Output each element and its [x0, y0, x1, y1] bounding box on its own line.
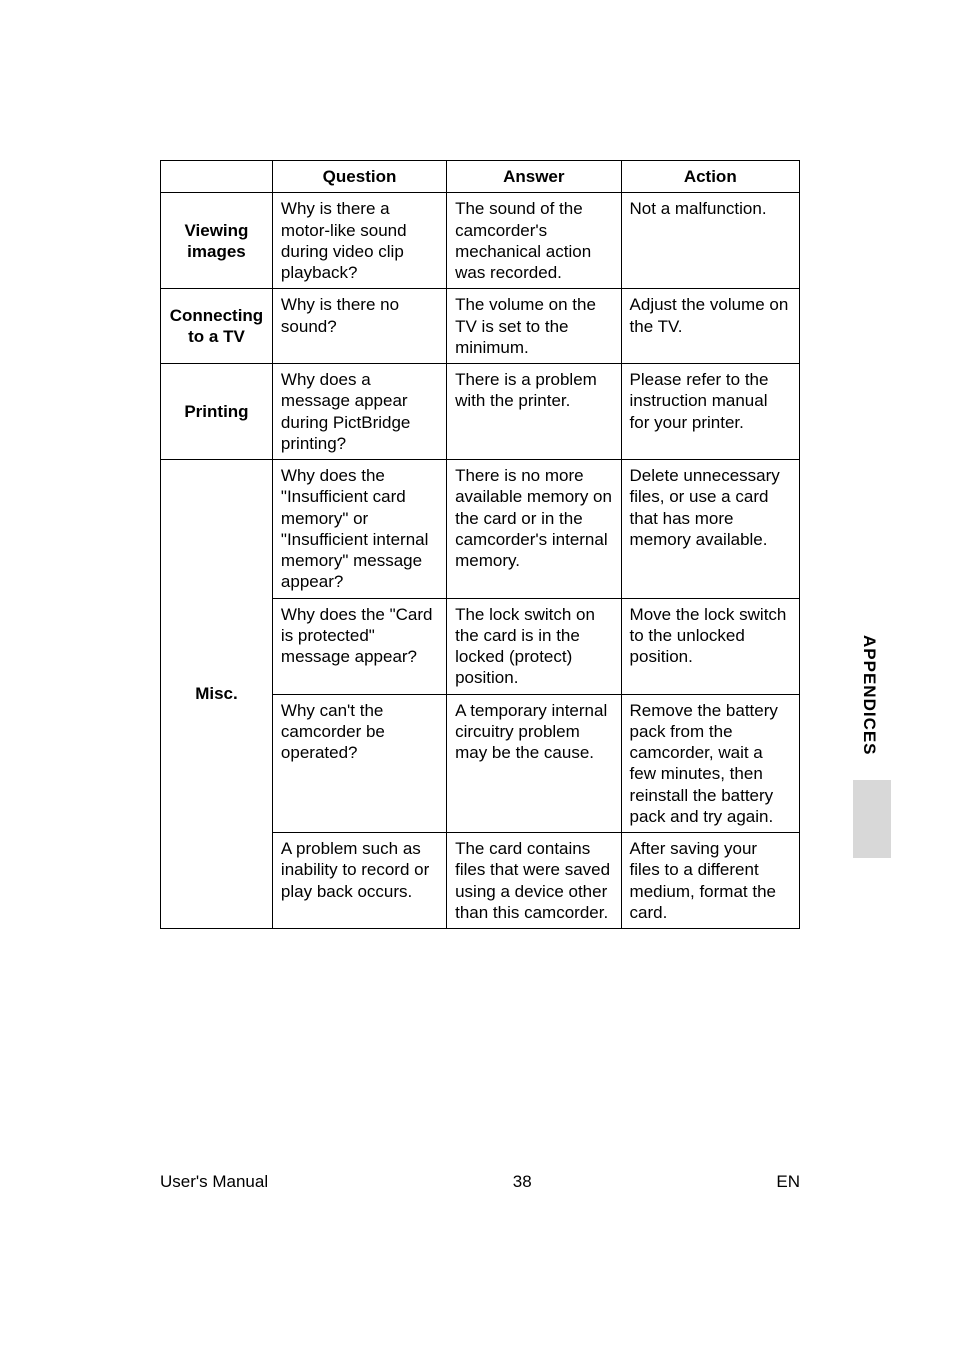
cell-question: Why does the "Insufficient card memory" … [272, 460, 446, 599]
table-row: Misc. Why does the "Insufficient card me… [161, 460, 800, 599]
header-action: Action [621, 161, 799, 193]
cell-action: Please refer to the instruction manual f… [621, 364, 799, 460]
header-question: Question [272, 161, 446, 193]
cell-action: After saving your files to a different m… [621, 833, 799, 929]
table-row: Connecting to a TV Why is there no sound… [161, 289, 800, 364]
footer-language: EN [776, 1172, 800, 1192]
sidebar-section-label: APPENDICES [859, 635, 879, 756]
cell-question: Why is there no sound? [272, 289, 446, 364]
cell-answer: The sound of the camcorder's mechanical … [447, 193, 621, 289]
section-connecting-tv: Connecting to a TV [161, 289, 273, 364]
section-viewing-images: Viewing images [161, 193, 273, 289]
cell-action: Not a malfunction. [621, 193, 799, 289]
cell-answer: A temporary internal circuitry problem m… [447, 694, 621, 833]
cell-question: A problem such as inability to record or… [272, 833, 446, 929]
cell-answer: The card contains files that were saved … [447, 833, 621, 929]
footer-manual-title: User's Manual [160, 1172, 268, 1192]
table-row: Viewing images Why is there a motor-like… [161, 193, 800, 289]
page-footer: User's Manual 38 EN [160, 1172, 800, 1192]
cell-question: Why does the "Card is protected" message… [272, 598, 446, 694]
cell-question: Why does a message appear during PictBri… [272, 364, 446, 460]
footer-page-number: 38 [513, 1172, 532, 1192]
cell-question: Why is there a motor-like sound during v… [272, 193, 446, 289]
cell-answer: There is a problem with the printer. [447, 364, 621, 460]
cell-answer: The volume on the TV is set to the minim… [447, 289, 621, 364]
cell-answer: There is no more available memory on the… [447, 460, 621, 599]
table-row: Printing Why does a message appear durin… [161, 364, 800, 460]
cell-action: Adjust the volume on the TV. [621, 289, 799, 364]
cell-answer: The lock switch on the card is in the lo… [447, 598, 621, 694]
section-misc: Misc. [161, 460, 273, 929]
sidebar-tab-indicator [853, 780, 891, 858]
cell-action: Remove the battery pack from the camcord… [621, 694, 799, 833]
cell-action: Move the lock switch to the unlocked pos… [621, 598, 799, 694]
troubleshooting-table: Question Answer Action Viewing images Wh… [160, 160, 800, 929]
cell-action: Delete unnecessary files, or use a card … [621, 460, 799, 599]
header-blank [161, 161, 273, 193]
header-answer: Answer [447, 161, 621, 193]
section-printing: Printing [161, 364, 273, 460]
table-header-row: Question Answer Action [161, 161, 800, 193]
cell-question: Why can't the camcorder be operated? [272, 694, 446, 833]
